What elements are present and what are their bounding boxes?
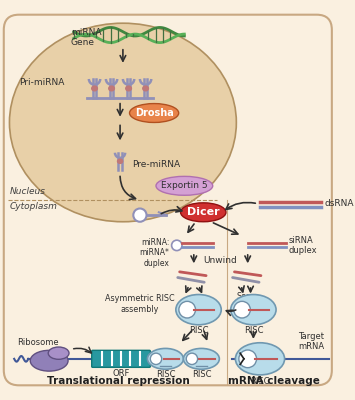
Text: RISC: RISC <box>156 370 175 379</box>
Circle shape <box>150 353 162 364</box>
Circle shape <box>186 353 198 364</box>
Ellipse shape <box>181 203 226 222</box>
Ellipse shape <box>126 86 131 91</box>
Ellipse shape <box>10 23 236 222</box>
Text: Drosha: Drosha <box>135 108 174 118</box>
Ellipse shape <box>231 294 276 325</box>
Text: Unwind: Unwind <box>203 256 237 265</box>
Text: miRNA
Gene: miRNA Gene <box>71 28 102 47</box>
Text: RISC: RISC <box>192 370 211 379</box>
Text: Translational repression: Translational repression <box>47 376 190 386</box>
FancyBboxPatch shape <box>92 350 150 367</box>
Ellipse shape <box>147 348 184 369</box>
Text: siRNA
duplex: siRNA duplex <box>288 236 317 255</box>
Text: dsRNA: dsRNA <box>324 199 354 208</box>
Ellipse shape <box>143 86 148 91</box>
Ellipse shape <box>156 176 213 195</box>
Circle shape <box>239 350 257 368</box>
Text: RISC: RISC <box>189 326 208 335</box>
Text: Asymmetric RISC
assembly: Asymmetric RISC assembly <box>105 294 175 314</box>
Ellipse shape <box>130 104 179 122</box>
Text: Some
miRNA: Some miRNA <box>236 292 263 312</box>
Text: Cytoplasm: Cytoplasm <box>10 202 57 211</box>
Text: Pri-miRNA: Pri-miRNA <box>19 78 64 87</box>
Ellipse shape <box>109 86 114 91</box>
Text: miRNA:
miRNA*
duplex: miRNA: miRNA* duplex <box>140 238 169 268</box>
FancyBboxPatch shape <box>4 15 332 385</box>
Ellipse shape <box>30 350 68 371</box>
Ellipse shape <box>48 347 69 359</box>
Ellipse shape <box>92 86 97 91</box>
Circle shape <box>133 208 147 222</box>
Text: Target
mRNA: Target mRNA <box>298 332 324 351</box>
Text: Dicer: Dicer <box>187 207 220 217</box>
Text: RISC: RISC <box>244 326 263 335</box>
Text: Nucleus: Nucleus <box>10 187 45 196</box>
Text: mRNA cleavage: mRNA cleavage <box>228 376 320 386</box>
Circle shape <box>179 301 196 318</box>
Text: ORF: ORF <box>112 369 130 378</box>
Text: Pre-miRNA: Pre-miRNA <box>132 160 180 168</box>
Text: Ribosome: Ribosome <box>17 338 59 348</box>
Ellipse shape <box>176 294 221 325</box>
Text: RISC: RISC <box>250 377 270 386</box>
Ellipse shape <box>235 343 285 375</box>
Ellipse shape <box>184 348 219 369</box>
Circle shape <box>171 240 182 250</box>
Ellipse shape <box>118 159 122 163</box>
Text: Exportin 5: Exportin 5 <box>161 181 208 190</box>
Circle shape <box>234 301 250 318</box>
